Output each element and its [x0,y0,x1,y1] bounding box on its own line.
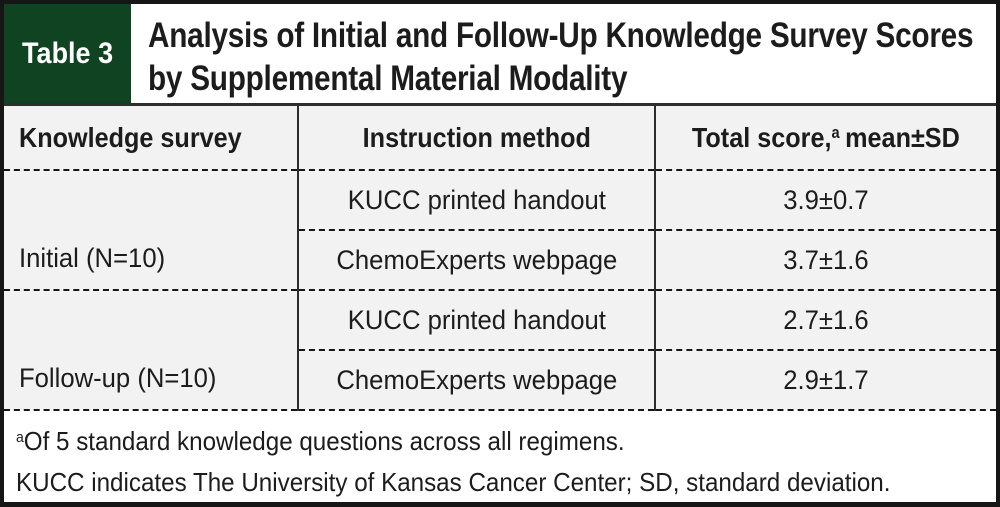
group-label-follow-up: Follow-up (N=10) [4,290,299,411]
method-cell: KUCC printed handout [298,170,656,231]
score-cell: 3.7±1.6 [655,230,996,291]
score-cell: 3.9±0.7 [655,170,996,231]
score-cell: 2.7±1.6 [655,290,996,351]
figure-title-line2: by Supplemental Material Modality [148,59,628,98]
table-row: Follow-up (N=10) KUCC printed handout 2.… [4,290,996,411]
table-row: Initial (N=10) KUCC printed handout 3.9±… [4,170,996,291]
method-cell: KUCC printed handout [298,290,656,351]
column-header-instruction-method: Instruction method [298,106,656,171]
method-cell: ChemoExperts webpage [298,350,656,411]
method-cell: ChemoExperts webpage [298,230,656,291]
table-footnotes: aOf 5 standard knowledge questions acros… [4,411,996,501]
column-header-knowledge-survey: Knowledge survey [4,106,299,171]
footnote-marker: a [16,428,24,446]
table-number-badge: Table 3 [4,4,131,103]
score-cell: 2.9±1.7 [655,350,996,411]
table-row: ChemoExperts webpage 3.7±1.6 [4,230,996,291]
column-header-total-score: Total score,a mean±SD [655,106,996,171]
header-divider [4,103,996,106]
footnote-abbreviations: KUCC indicates The University of Kansas … [16,467,891,497]
survey-scores-table: Knowledge survey Instruction method Tota… [4,106,996,411]
figure-header: Table 3 Analysis of Initial and Follow-U… [4,4,996,103]
footnote-marker: a [831,123,840,142]
table-header-row: Knowledge survey Instruction method Tota… [4,106,996,171]
table-row: ChemoExperts webpage 2.9±1.7 [4,350,996,411]
figure-title-line1: Analysis of Initial and Follow-Up Knowle… [148,16,974,55]
group-label-initial: Initial (N=10) [4,170,299,291]
footnote-a: aOf 5 standard knowledge questions acros… [16,426,625,456]
table-number-label: Table 3 [21,36,114,70]
figure-title: Analysis of Initial and Follow-Up Knowle… [131,4,996,103]
